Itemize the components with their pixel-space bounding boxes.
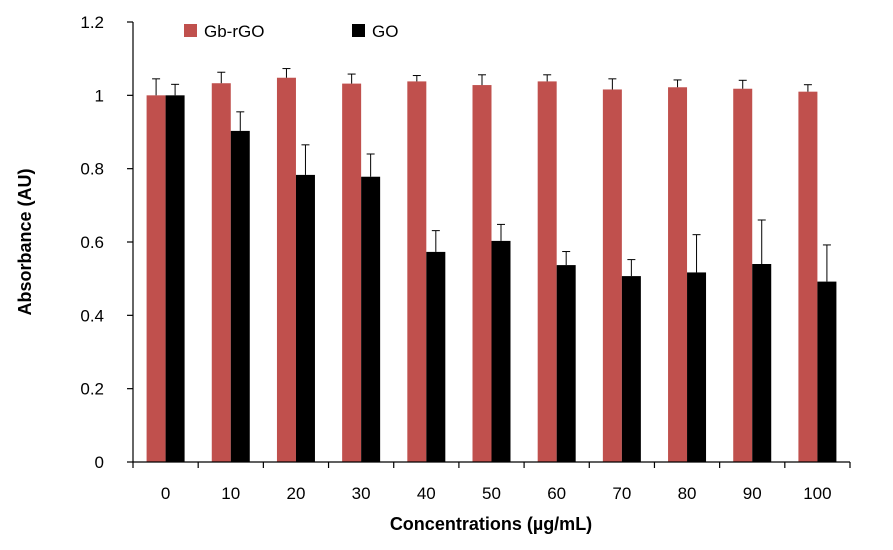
legend: Gb-rGO GO: [184, 22, 398, 41]
bar-gb-rgo: [537, 81, 557, 463]
bar-go: [687, 272, 707, 462]
bar-go: [752, 264, 772, 462]
error-bar-gb-rgo: [738, 79, 747, 89]
x-axis-title: Concentrations (µg/mL): [390, 514, 592, 534]
bar-gb-rgo: [602, 89, 622, 462]
error-bar-gb-rgo: [543, 74, 552, 82]
error-bar-go: [562, 251, 571, 266]
y-tick-label: 0.6: [80, 233, 104, 252]
bar-gb-rgo: [798, 91, 818, 463]
bar-gb-rgo: [276, 77, 296, 462]
bar-gb-rgo: [146, 95, 166, 462]
x-tick-label: 30: [352, 484, 371, 503]
error-bar-gb-rgo: [803, 84, 812, 92]
bar-go: [295, 174, 315, 462]
y-tick-label: 0.4: [80, 306, 104, 325]
error-bar-go: [236, 111, 245, 131]
error-bar-go: [692, 234, 701, 273]
bar-go: [621, 276, 641, 462]
bar-gb-rgo: [211, 83, 231, 462]
x-tick-label: 70: [612, 484, 631, 503]
error-bar-go: [301, 144, 310, 175]
error-bar-go: [431, 230, 440, 252]
bar-gb-rgo: [407, 81, 427, 463]
error-bar-gb-rgo: [478, 74, 486, 86]
error-bar-go: [366, 153, 375, 177]
error-bar-gb-rgo: [608, 78, 617, 90]
bars-layer: [146, 77, 837, 463]
x-tick-label: 0: [161, 484, 170, 503]
legend-label-go: GO: [372, 22, 398, 41]
y-tick-label: 1.2: [80, 13, 104, 32]
error-bar-gb-rgo: [412, 75, 421, 82]
y-tick-label: 0.2: [80, 380, 104, 399]
bar-go: [817, 281, 837, 462]
y-tick-label: 0.8: [80, 160, 104, 179]
error-bar-go: [627, 259, 636, 277]
x-tick-label: 20: [286, 484, 305, 503]
x-tick-label: 10: [221, 484, 240, 503]
error-bar-go: [497, 223, 505, 241]
bar-go: [426, 251, 446, 462]
bar-gb-rgo: [733, 88, 753, 462]
y-axis-title: Absorbance (AU): [15, 168, 35, 315]
x-tick-label: 50: [482, 484, 501, 503]
bar-gb-rgo: [342, 83, 362, 462]
error-bar-gb-rgo: [152, 78, 161, 96]
error-bar-gb-rgo: [347, 73, 356, 84]
bar-go: [165, 95, 185, 462]
y-axis-ticks: 0 0.2 0.4 0.6 0.8 1 1.2: [80, 13, 133, 472]
error-bar-go: [822, 244, 831, 282]
bar-go: [230, 130, 250, 462]
error-bar-gb-rgo: [217, 71, 226, 84]
y-tick-label: 1: [95, 86, 104, 105]
legend-label-gb-rgo: Gb-rGO: [204, 22, 264, 41]
error-bar-gb-rgo: [673, 79, 682, 88]
error-bar-go: [171, 83, 180, 96]
error-bar-gb-rgo: [282, 68, 291, 78]
bar-gb-rgo: [472, 85, 492, 463]
x-tick-label: 100: [803, 484, 831, 503]
y-tick-label: 0: [95, 453, 104, 472]
error-bar-go: [757, 219, 766, 264]
bar-go: [361, 176, 381, 462]
legend-swatch-gb-rgo: [184, 24, 197, 37]
bar-go: [556, 265, 576, 462]
x-tick-label: 60: [547, 484, 566, 503]
x-axis-ticks: 0 10 20 30 40 50 60 70 80 90 100: [132, 462, 851, 503]
error-bars-layer: [152, 68, 831, 282]
x-tick-label: 40: [417, 484, 436, 503]
bar-go: [491, 240, 511, 462]
x-tick-label: 80: [678, 484, 697, 503]
bar-gb-rgo: [668, 87, 688, 463]
x-tick-label: 90: [743, 484, 762, 503]
legend-swatch-go: [352, 24, 365, 37]
